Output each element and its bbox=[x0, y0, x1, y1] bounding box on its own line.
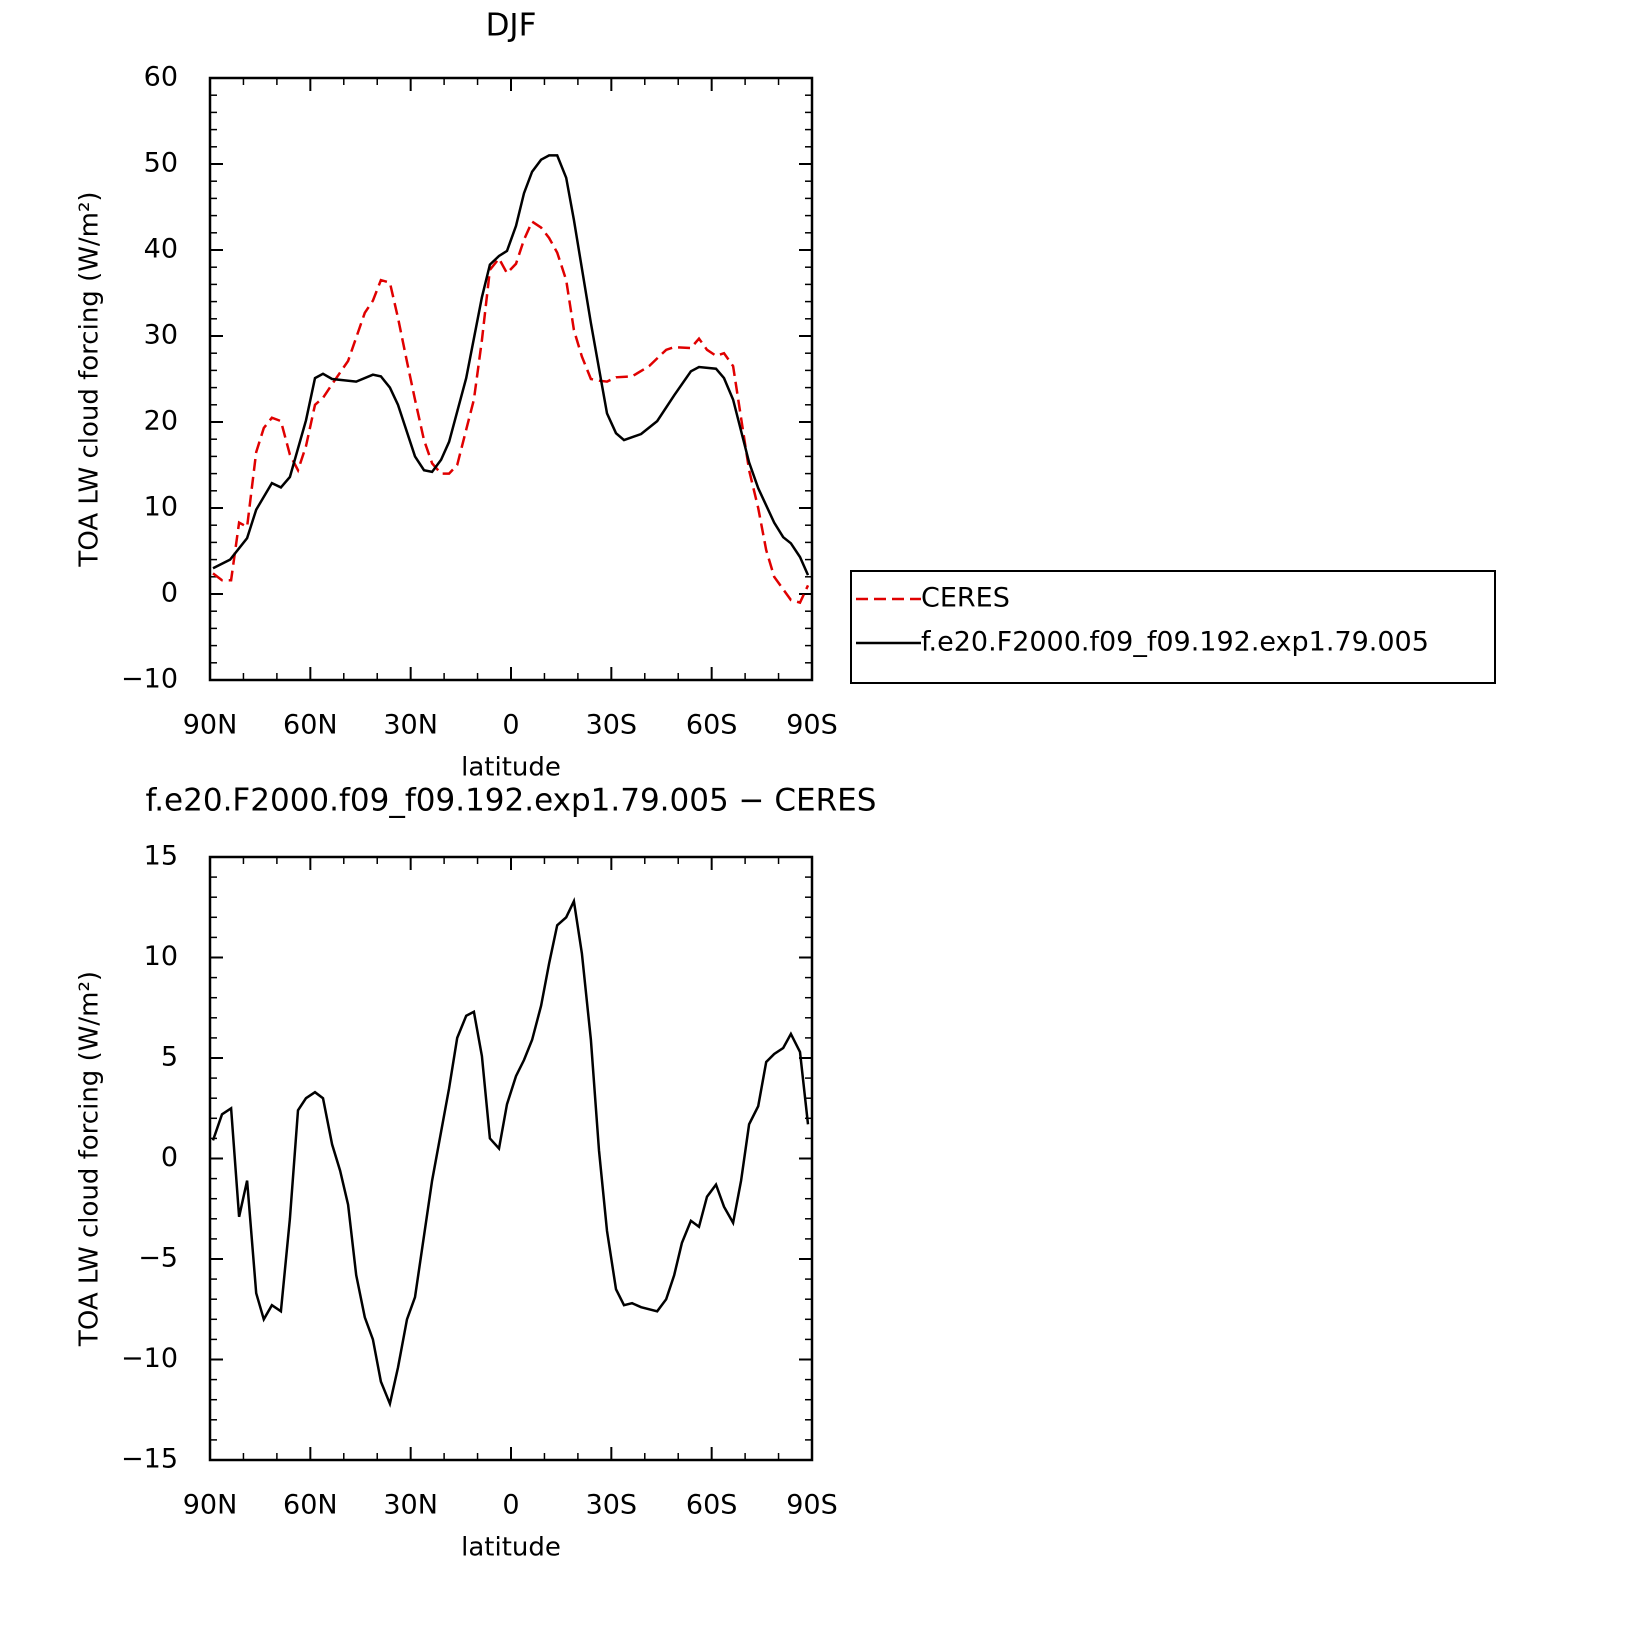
x-axis-label: latitude bbox=[461, 753, 561, 783]
x-tick-label: 0 bbox=[502, 1490, 519, 1521]
legend-label: CERES bbox=[921, 583, 1010, 614]
plot-frame bbox=[208, 855, 814, 1462]
x-tick-label: 90S bbox=[786, 710, 838, 741]
y-tick-label: −5 bbox=[138, 1243, 178, 1274]
legend-label: f.e20.F2000.f09_f09.192.exp1.79.005 bbox=[921, 627, 1429, 658]
y-tick-label: 20 bbox=[144, 406, 178, 437]
x-tick-label: 90N bbox=[183, 710, 238, 741]
y-tick-label: 60 bbox=[144, 62, 178, 93]
y-tick-label: −10 bbox=[121, 1343, 178, 1374]
x-axis-label: latitude bbox=[461, 1533, 561, 1563]
x-tick-label: 30S bbox=[586, 1490, 638, 1521]
data-line bbox=[212, 219, 810, 605]
y-axis-label: TOA LW cloud forcing (W/m²) bbox=[75, 191, 105, 567]
x-tick-label: 60S bbox=[686, 710, 738, 741]
x-tick-label: 90S bbox=[786, 1490, 838, 1521]
y-tick-label: 5 bbox=[161, 1042, 178, 1073]
y-tick-label: 0 bbox=[161, 578, 178, 609]
chart-title: DJF bbox=[486, 8, 537, 44]
legend-box bbox=[850, 570, 1496, 684]
chart-title: f.e20.F2000.f09_f09.192.exp1.79.005 − CE… bbox=[146, 783, 877, 819]
y-tick-label: 10 bbox=[144, 492, 178, 523]
y-tick-label: −15 bbox=[121, 1444, 178, 1475]
x-tick-label: 30N bbox=[383, 710, 438, 741]
data-line bbox=[212, 154, 810, 576]
y-tick-label: 15 bbox=[144, 841, 178, 872]
y-tick-label: 50 bbox=[144, 148, 178, 179]
x-tick-label: 60S bbox=[686, 1490, 738, 1521]
x-tick-label: 30N bbox=[383, 1490, 438, 1521]
y-tick-label: 40 bbox=[144, 234, 178, 265]
x-tick-label: 0 bbox=[502, 710, 519, 741]
x-tick-label: 90N bbox=[183, 1490, 238, 1521]
y-tick-label: 10 bbox=[144, 941, 178, 972]
y-tick-label: 0 bbox=[161, 1142, 178, 1173]
x-tick-label: 60N bbox=[283, 1490, 338, 1521]
y-tick-label: 30 bbox=[144, 320, 178, 351]
x-tick-label: 30S bbox=[586, 710, 638, 741]
data-line bbox=[211, 897, 810, 1408]
plot-frame bbox=[208, 76, 814, 682]
y-axis-label: TOA LW cloud forcing (W/m²) bbox=[75, 971, 105, 1347]
x-tick-label: 60N bbox=[283, 710, 338, 741]
y-tick-label: −10 bbox=[121, 664, 178, 695]
